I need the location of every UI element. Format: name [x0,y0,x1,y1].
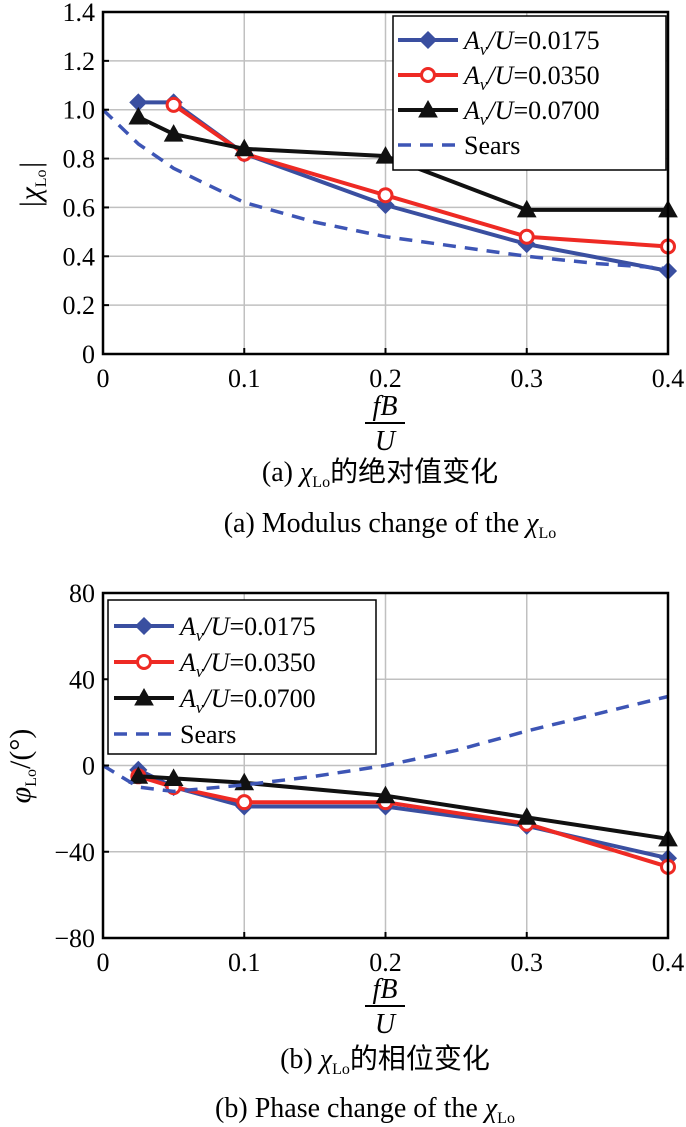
panel-a-ylabel: |χLo| [14,161,50,208]
panel-b-series-line [102,694,669,794]
panel-b-data-point [375,785,396,804]
panel-a-legend-item: Av/U=0.0175 [398,26,600,59]
panel-b-caption-en: (b) Phase change of the χLo [215,1093,515,1127]
panel-a-data-point [165,96,182,113]
panel-a-legend-item: Av/U=0.0700 [398,96,600,129]
panel-a-series-line [101,108,669,271]
panel-a-ticks: 0 0.1 0.2 0.3 0.4 0 0.2 0.4 0.6 0.8 1.0 1.2 1.4 [63,0,685,393]
panel-b-data-point [236,794,253,811]
panel-b-x-tick-label: 0.2 [369,948,402,977]
panel-b-legend-item: Av/U=0.0350 [114,648,316,681]
panel-b-legend-label: Sears [180,720,236,749]
panel-a-data-point [516,199,537,218]
panel-b-xlabel: fB U [365,974,405,1040]
panel-a-data-point [518,228,535,245]
panel-b-series [102,694,678,875]
panel-a-xlabel: fB U [365,391,405,457]
panel-a-data-point [163,124,184,142]
panel-b-series-3 [102,694,669,794]
panel-a-y-tick-label: 0 [82,340,95,369]
panel-b-series-line [137,774,669,869]
svg-text:|χLo|: |χLo| [14,161,50,208]
panel-a-legend-marker [418,99,438,118]
svg-text:φLo/(°): φLo/(°) [4,729,40,804]
panel-a-legend-marker [420,67,436,83]
panel-a-x-tick-label: 0.1 [228,364,261,393]
panel-a-y-tick-label: 1.4 [63,0,96,27]
panel-b-y-tick-label: −80 [54,924,95,953]
panel-a-y-tick-label: 1.0 [63,96,96,125]
panel-b-ylabel: φLo/(°) [4,729,40,804]
svg-text:U: U [375,1009,397,1040]
panel-a-data-point [377,187,394,204]
panel-a-x-tick-label: 0.3 [511,364,544,393]
panel-b-chart: 0 0.1 0.2 0.3 0.4 −80 −40 0 40 80 φLo/(°) fB U Av… [4,579,684,1127]
panel-b-legend-label: Av/U=0.0350 [178,648,316,681]
panel-b-x-tick-label: 0.4 [652,948,685,977]
panel-a-caption-en: (a) Modulus change of the χLo [224,508,557,542]
panel-b-legend-label: Av/U=0.0175 [178,612,316,645]
panel-a-series-3 [101,108,669,271]
panel-a-y-tick-label: 0.8 [63,145,96,174]
panel-b-legend-marker [136,654,152,670]
panel-a-y-tick-label: 0.6 [63,193,96,222]
panel-b-series-line [138,774,669,841]
panel-b-y-tick-label: 0 [82,752,95,781]
panel-a-legend-item: Sears [398,131,520,160]
panel-a-y-tick-label: 0.2 [63,291,96,320]
svg-text:fB: fB [373,974,398,1005]
panel-a-x-tick-label: 0.2 [369,364,402,393]
panel-a-y-tick-label: 1.2 [63,47,96,76]
panel-a-x-tick-label: 0 [97,364,110,393]
panel-a-data-point [375,146,396,164]
panel-a-legend-label: Av/U=0.0700 [462,96,600,129]
panel-a-legend-label: Av/U=0.0350 [462,61,600,94]
panel-a-x-tick-label: 0.4 [652,364,685,393]
panel-b-legend-item: Av/U=0.0175 [114,612,316,645]
panel-a-legend-label: Av/U=0.0175 [462,26,600,59]
panel-b-y-tick-label: −40 [54,838,95,867]
panel-a-legend-item: Av/U=0.0350 [398,61,600,94]
panel-a-legend-marker [418,30,438,50]
panel-b-series-0 [129,760,678,868]
panel-b-data-point [163,768,184,786]
svg-text:U: U [375,426,397,457]
panel-b-legend-label: Av/U=0.0700 [178,684,316,717]
panel-a-caption-zh: (a) χLo的绝对值变化 [262,456,498,491]
panel-b-series-1 [130,768,676,875]
panel-b-data-point [128,766,149,784]
panel-b-x-tick-label: 0.3 [511,948,544,977]
panel-a-data-point [234,138,255,157]
panel-b-legend-item: Av/U=0.0700 [114,684,316,717]
panel-b-ticks: 0 0.1 0.2 0.3 0.4 −80 −40 0 40 80 [54,579,684,977]
panel-a-y-tick-label: 0.4 [63,242,96,271]
panel-a-legend-label: Sears [464,131,520,160]
panel-b-legend-marker [134,687,154,706]
svg-text:fB: fB [373,391,398,422]
panel-b-y-tick-label: 40 [69,665,95,694]
panel-a-data-point [128,107,149,125]
panel-a-chart: 0 0.1 0.2 0.3 0.4 0 0.2 0.4 0.6 0.8 1.0 1.2 1.4 |χLo… [14,0,684,542]
panel-a-series-line [137,115,668,212]
panel-b-caption-zh: (b) χLo的相位变化 [280,1043,490,1078]
panel-b-x-tick-label: 0.1 [228,948,261,977]
panel-b-x-tick-label: 0 [97,948,110,977]
panel-b-y-tick-label: 80 [69,579,95,608]
panel-b-legend-item: Sears [114,720,236,749]
panel-b-data-point [516,807,537,825]
panel-b-legend-marker [134,616,154,636]
